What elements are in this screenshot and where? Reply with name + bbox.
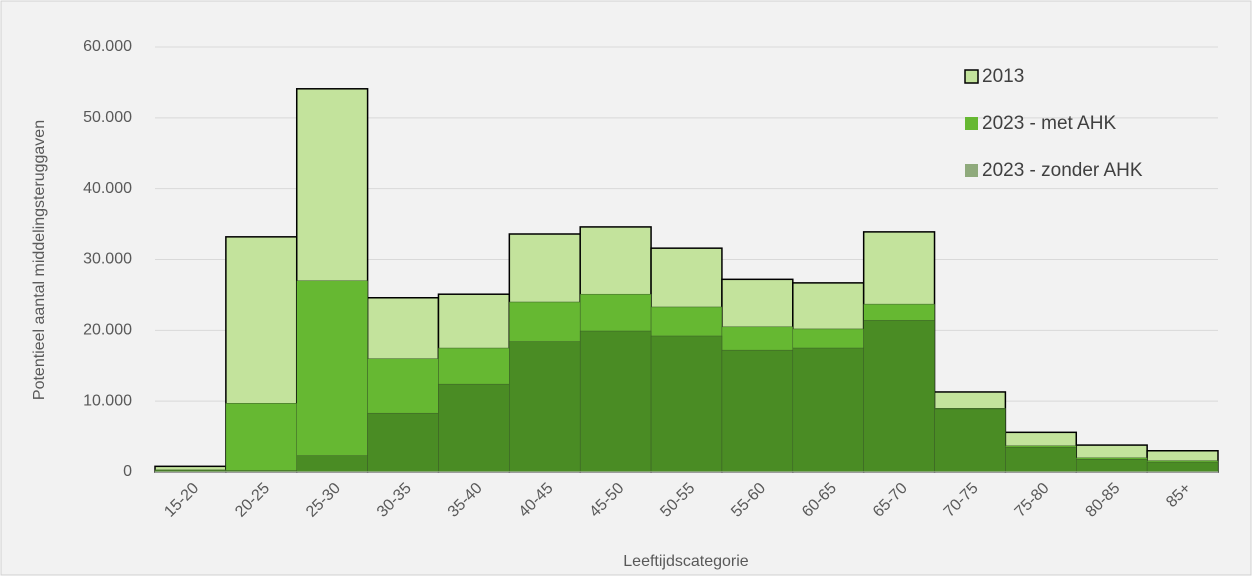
legend-label: 2023 - met AHK xyxy=(982,113,1116,134)
bar xyxy=(721,349,794,473)
bar xyxy=(296,280,368,473)
bar xyxy=(934,408,1006,473)
y-tick-label: 0 xyxy=(123,463,132,480)
legend-swatch xyxy=(964,69,979,84)
legend-swatch xyxy=(965,117,978,130)
bar xyxy=(1146,461,1219,473)
bar xyxy=(509,341,581,473)
bar xyxy=(367,412,439,473)
bar xyxy=(1005,446,1077,473)
bar xyxy=(296,455,368,473)
legend-label: 2013 xyxy=(982,66,1024,87)
y-tick-label: 20.000 xyxy=(83,322,132,339)
bar xyxy=(863,320,935,473)
bar xyxy=(225,403,297,473)
y-tick-label: 50.000 xyxy=(83,109,132,126)
bar xyxy=(1076,459,1148,473)
bar xyxy=(792,347,864,473)
bar xyxy=(438,383,510,473)
legend-swatch xyxy=(965,164,978,177)
bar xyxy=(579,330,652,473)
x-axis-title: Leeftijdscategorie xyxy=(623,553,749,570)
bar xyxy=(650,335,723,473)
y-tick-label: 60.000 xyxy=(83,38,132,55)
y-tick-label: 40.000 xyxy=(83,180,132,197)
y-axis-title: Potentieel aantal middelingsteruggaven xyxy=(31,120,48,400)
y-tick-label: 30.000 xyxy=(83,251,132,268)
legend-label: 2023 - zonder AHK xyxy=(982,160,1143,181)
y-tick-label: 10.000 xyxy=(83,392,132,409)
